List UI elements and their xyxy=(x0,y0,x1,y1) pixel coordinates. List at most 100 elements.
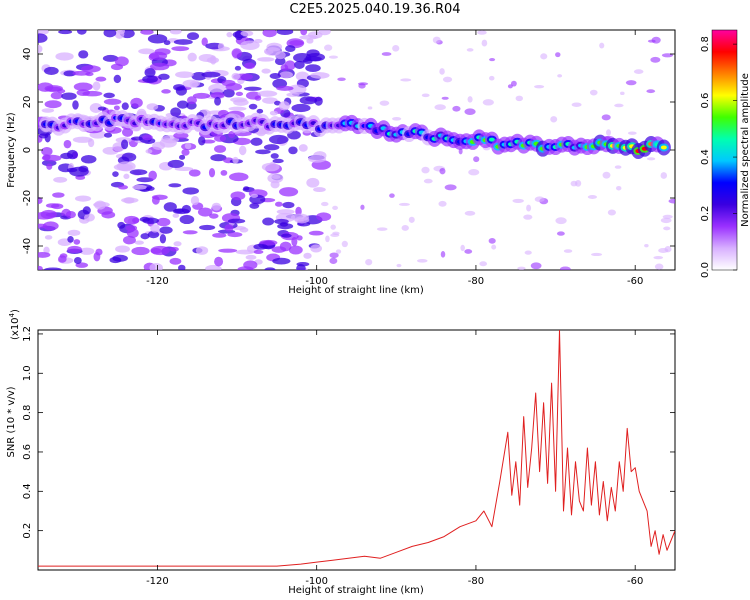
spectrogram-noise-cell xyxy=(63,70,76,77)
colorbar-tick-label: 0.6 xyxy=(700,93,711,109)
spectrogram-noise-cell xyxy=(173,84,185,91)
spectrogram-noise-cell xyxy=(82,206,91,215)
snr-frame xyxy=(37,329,676,571)
spectrogram-noise-cell xyxy=(257,90,278,97)
spectrogram-noise-cell xyxy=(238,145,247,156)
spectrogram-noise-cell xyxy=(188,169,201,177)
spectrogram-noise-cell xyxy=(231,72,241,80)
spectrogram-noise-cell xyxy=(123,215,140,225)
spectrogram-noise-cell xyxy=(615,186,622,191)
spectrogram-noise-cell xyxy=(329,257,338,264)
spectrogram-noise-cell xyxy=(606,129,611,136)
spectrogram-noise-cell xyxy=(113,74,122,84)
spectrogram-noise-cell xyxy=(149,262,163,270)
spectrogram-noise-cell xyxy=(230,97,248,103)
spectrogram-noise-cell xyxy=(654,263,664,270)
spectrogram-noise-cell xyxy=(658,248,669,254)
spectrogram-noise-cell xyxy=(439,68,445,75)
spectrogram-noise-cell xyxy=(131,246,150,256)
spectrogram-noise-cell xyxy=(210,91,225,99)
ridge-core xyxy=(488,137,495,142)
spectrogram-noise-cell xyxy=(190,195,200,206)
spectrogram-noise-cell xyxy=(139,216,150,222)
figure-title: C2E5.2025.040.19.36.R04 xyxy=(289,2,461,17)
spectrogram-noise-cell xyxy=(668,198,675,204)
spectrogram-noise-cell xyxy=(556,231,565,236)
spectrogram-noise-cell xyxy=(625,80,637,86)
spectrogram-noise-cell xyxy=(231,48,242,59)
spectrogram-noise-cell xyxy=(66,167,78,173)
y-tick-label: 0.4 xyxy=(22,483,33,499)
spectrogram-noise-cell xyxy=(392,45,400,52)
spectrogram-noise-cell xyxy=(607,209,616,216)
top-y-axis: -40 -20 0 20 40 xyxy=(22,48,675,254)
spectrogram-noise-cell xyxy=(294,216,310,224)
x-tick-label: -60 xyxy=(627,276,643,287)
spectrogram-noise-cell xyxy=(52,192,65,198)
spectrogram-noise-cell xyxy=(197,207,213,217)
spectrogram-noise-cell xyxy=(264,267,276,270)
spectrogram-noise-cell xyxy=(67,236,74,243)
spectrogram-noise-cell xyxy=(174,166,194,172)
spectrogram-noise-cell xyxy=(464,210,476,216)
spectrogram-noise-cell xyxy=(121,127,134,137)
spectrogram-noise-cell xyxy=(620,91,625,96)
spectrogram-noise-cell xyxy=(243,186,250,191)
spectrogram-noise-cell xyxy=(488,237,496,244)
spectrogram-noise-cell xyxy=(269,73,281,79)
spectrogram-noise-cell xyxy=(555,217,567,225)
y-tick-label: 20 xyxy=(22,96,33,109)
spectrogram-noise-cell xyxy=(67,245,82,254)
spectrogram-noise-cell xyxy=(149,51,168,61)
spectrogram-noise-cell xyxy=(280,64,289,72)
spectrogram-noise-cell xyxy=(275,51,286,60)
spectrogram-noise-cell xyxy=(144,68,156,78)
spectrogram-noise-cell xyxy=(515,95,523,102)
spectrogram-noise-cell xyxy=(614,103,624,108)
spectrogram-noise-cell xyxy=(161,89,171,94)
spectrogram-noise-cell xyxy=(58,30,73,35)
spectrogram-noise-cell xyxy=(261,162,280,172)
spectrogram-noise-cell xyxy=(134,240,144,245)
spectrogram-noise-cell xyxy=(294,60,305,69)
spectrogram-noise-cell xyxy=(43,267,63,270)
spectrogram-noise-cell xyxy=(212,232,227,238)
spectrogram-noise-cell xyxy=(150,224,160,233)
spectrogram-noise-cell xyxy=(416,258,428,263)
spectrogram-noise-cell xyxy=(243,86,262,91)
spectrogram-noise-cell xyxy=(58,255,67,263)
spectrogram-noise-cell xyxy=(376,227,388,231)
snr-series-line xyxy=(38,330,675,567)
spectrogram-noise-cell xyxy=(73,256,82,265)
spectrogram-noise-cell xyxy=(276,30,294,36)
spectrogram-noise-cell xyxy=(186,32,200,40)
spectrogram-noise-cell xyxy=(440,250,446,258)
spectrogram-noise-cell xyxy=(199,224,216,231)
y-tick-label: 1.2 xyxy=(22,326,33,342)
spectrogram-noise-cell xyxy=(210,154,227,162)
spectrogram-noise-cell xyxy=(434,104,446,111)
spectrogram-noise-cell xyxy=(330,224,336,230)
spectrogram-noise-cell xyxy=(220,170,228,176)
x-tick-label: -100 xyxy=(305,276,328,287)
spectrogram-noise-cell xyxy=(587,195,598,199)
spectrogram-noise-cell xyxy=(299,96,318,105)
spectrogram-noise-cell xyxy=(261,68,271,74)
spectrogram-noise-cell xyxy=(590,252,603,257)
spectrogram-noise-cell xyxy=(60,152,73,160)
spectrogram-noise-cell xyxy=(439,167,446,175)
spectrogram-noise-cell xyxy=(230,191,246,201)
spectrogram-noise-cell xyxy=(176,100,189,109)
spectrogram-noise-cell xyxy=(249,203,260,209)
spectrogram-noise-cell xyxy=(408,216,415,223)
spectrogram-noise-cell xyxy=(540,53,548,60)
colorbar: 0.0 0.2 0.4 0.6 0.8 Normalized spectral ampl… xyxy=(700,29,750,278)
spectrogram-noise-cell xyxy=(41,159,57,167)
y-tick-label: 0.6 xyxy=(22,444,33,460)
spectrogram-noise-cell xyxy=(44,100,62,109)
spectrogram-noise-cell xyxy=(489,58,496,62)
spectrogram-noise-cell xyxy=(167,159,185,169)
spectrogram-noise-cell xyxy=(226,32,233,38)
spectrogram-noise-cell xyxy=(97,106,107,111)
spectrogram-noise-cell xyxy=(55,52,74,61)
